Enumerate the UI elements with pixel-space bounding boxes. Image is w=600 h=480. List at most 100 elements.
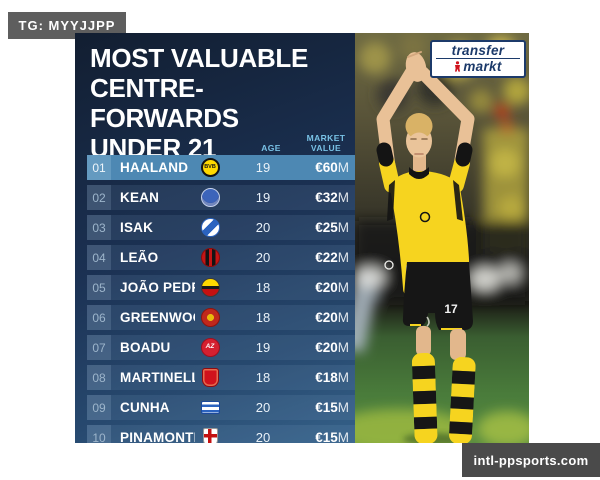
- market-value: €15M: [291, 400, 355, 415]
- club-badge-cell: [195, 188, 225, 207]
- transfermarkt-logo-line2: markt: [436, 59, 520, 73]
- haaland-photo-illustration: EVONIK 17: [355, 33, 529, 443]
- club-badge-real-sociedad-icon: [200, 218, 220, 237]
- market-value: €25M: [291, 220, 355, 235]
- market-value-suffix: M: [337, 400, 349, 415]
- market-value-number: €25: [315, 220, 338, 235]
- club-badge-cell: [195, 248, 225, 267]
- table-row: 01 HAALAND BVB 19 €60M: [87, 155, 355, 180]
- club-badge-everton-icon: [200, 188, 220, 207]
- table-row: 07 BOADU AZ 19 €20M: [87, 335, 355, 360]
- player-name: JOÃO PEDRO: [120, 280, 195, 295]
- club-badge-cell: [195, 368, 225, 387]
- club-badge-hertha-icon: [200, 401, 220, 414]
- column-header-market-value: MARKET VALUE: [306, 133, 346, 153]
- haaland-photo: EVONIK 17: [355, 33, 529, 443]
- market-value-number: €20: [315, 310, 338, 325]
- market-value: €18M: [291, 370, 355, 385]
- rank-badge: 05: [87, 275, 111, 300]
- transfermarkt-logo-line1: transfer: [436, 44, 520, 59]
- age-value: 18: [255, 370, 271, 385]
- market-value-number: €22: [315, 250, 338, 265]
- market-value-number: €60: [315, 160, 338, 175]
- club-badge-az-alkmaar-icon: AZ: [200, 338, 220, 357]
- club-badge-cell: [195, 278, 225, 297]
- rank-badge: 03: [87, 215, 111, 240]
- club-badge-watford-icon: [200, 278, 220, 297]
- age-value: 19: [255, 340, 271, 355]
- club-badge-cell: [195, 218, 225, 237]
- rank-badge: 04: [87, 245, 111, 270]
- club-badge-cell: [195, 308, 225, 327]
- ranking-table: 01 HAALAND BVB 19 €60M 02 KEAN 19 €32M: [87, 155, 355, 443]
- watermark: intl-ppsports.com: [462, 443, 600, 477]
- table-row: 02 KEAN 19 €32M: [87, 185, 355, 210]
- player-name: KEAN: [120, 190, 160, 205]
- player-name: CUNHA: [120, 400, 170, 415]
- club-badge-cell: AZ: [195, 338, 225, 357]
- age-value: 19: [255, 160, 271, 175]
- player-name: ISAK: [120, 220, 154, 235]
- transfermarkt-figure-icon: [455, 61, 461, 72]
- column-header-age: AGE: [261, 143, 281, 153]
- rank-badge: 10: [87, 425, 111, 443]
- club-badge-cell: BVB: [195, 158, 225, 177]
- market-value-suffix: M: [337, 250, 349, 265]
- age-value: 20: [255, 430, 271, 443]
- age-value: 19: [255, 190, 271, 205]
- age-value: 18: [255, 310, 271, 325]
- club-badge-cell: [195, 428, 225, 443]
- player-name: BOADU: [120, 340, 171, 355]
- market-value-number: €18: [315, 370, 338, 385]
- market-value-number: €20: [315, 280, 338, 295]
- player-name: LEÃO: [120, 250, 159, 265]
- table-row: 06 GREENWOOD 18 €20M: [87, 305, 355, 330]
- rank-badge: 09: [87, 395, 111, 420]
- club-badge-ac-milan-icon: [200, 248, 220, 267]
- market-value: €22M: [291, 250, 355, 265]
- player-figure: EVONIK 17: [376, 51, 477, 443]
- market-value: €60M: [291, 160, 355, 175]
- title-line-2: CENTRE-FORWARDS: [90, 73, 239, 133]
- market-value-suffix: M: [337, 370, 349, 385]
- club-badge-label: AZ: [205, 343, 215, 351]
- market-value: €20M: [291, 340, 355, 355]
- club-badge-cell: [195, 401, 225, 414]
- rank-badge: 08: [87, 365, 111, 390]
- table-row: 09 CUNHA 20 €15M: [87, 395, 355, 420]
- title-line-1: MOST VALUABLE: [90, 43, 309, 73]
- transfermarkt-logo-word2: markt: [463, 59, 502, 74]
- player-name: PINAMONTI: [120, 430, 195, 443]
- age-value: 20: [255, 220, 271, 235]
- market-value: €32M: [291, 190, 355, 205]
- club-badge-label: BVB: [204, 163, 216, 170]
- market-value-number: €15: [315, 400, 338, 415]
- market-value-number: €20: [315, 340, 338, 355]
- player-name: GREENWOOD: [120, 310, 195, 325]
- market-value-suffix: M: [337, 430, 349, 443]
- rank-badge: 06: [87, 305, 111, 330]
- age-value: 20: [255, 250, 271, 265]
- market-value-suffix: M: [337, 280, 349, 295]
- jersey-number-text: 17: [444, 302, 458, 316]
- club-badge-arsenal-icon: [201, 368, 219, 387]
- club-badge-dortmund-icon: BVB: [200, 158, 220, 177]
- market-value-number: €15: [315, 430, 338, 443]
- player-name: HAALAND: [120, 160, 189, 175]
- table-row: 08 MARTINELLI 18 €18M: [87, 365, 355, 390]
- age-value: 18: [255, 280, 271, 295]
- ranking-panel: MOST VALUABLE CENTRE-FORWARDS UNDER 21 A…: [75, 33, 355, 443]
- transfermarkt-logo: transfer markt: [430, 40, 526, 78]
- club-badge-man-utd-icon: [200, 308, 220, 327]
- table-row: 03 ISAK 20 €25M: [87, 215, 355, 240]
- age-value: 20: [255, 400, 271, 415]
- market-value: €15M: [291, 430, 355, 443]
- rank-badge: 07: [87, 335, 111, 360]
- main-graphic: MOST VALUABLE CENTRE-FORWARDS UNDER 21 A…: [75, 33, 529, 443]
- rank-badge: 01: [87, 155, 111, 180]
- market-value-suffix: M: [337, 220, 349, 235]
- table-row: 04 LEÃO 20 €22M: [87, 245, 355, 270]
- telegram-handle-badge: TG: MYYJJPP: [8, 12, 126, 39]
- market-value: €20M: [291, 280, 355, 295]
